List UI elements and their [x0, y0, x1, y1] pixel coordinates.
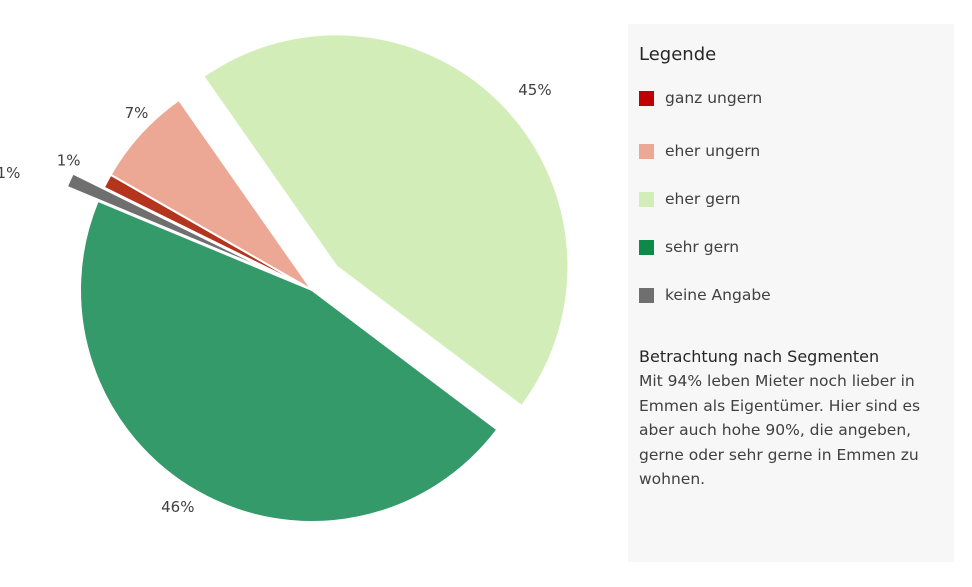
pie-label-ganz-ungern: 1%	[57, 152, 81, 170]
legend-swatch	[639, 191, 654, 207]
legend-item-sehr-gern: sehr gern	[639, 235, 954, 259]
pie-slices	[65, 33, 570, 523]
pie-label-keine-angabe: 1%	[0, 164, 20, 182]
legend-swatch	[639, 287, 654, 303]
note-title: Betrachtung nach Segmenten	[639, 347, 880, 366]
pie-label-sehr-gern: 46%	[161, 498, 194, 516]
legend-label: eher ungern	[665, 142, 761, 160]
pie-slice-sehr-gern	[79, 199, 499, 523]
pie-slice-keine-angabe	[65, 172, 282, 277]
legend-item-ganz-ungern: ganz ungern	[639, 86, 954, 110]
pie-label-eher-ungern: 7%	[125, 104, 149, 122]
legend-panel: Legende ganz ungern eher ungern eher ger…	[628, 24, 954, 562]
pie-label-eher-gern: 45%	[518, 81, 551, 99]
legend-list: ganz ungern eher ungern eher gern sehr g…	[639, 86, 954, 307]
legend-swatch	[639, 239, 654, 255]
legend-label: keine Angabe	[665, 286, 771, 304]
legend-item-keine-angabe: keine Angabe	[639, 283, 954, 307]
segment-note: Betrachtung nach Segmenten Mit 94% leben…	[639, 345, 954, 492]
legend-swatch	[639, 143, 654, 159]
legend-swatch	[639, 90, 654, 106]
legend-item-eher-gern: eher gern	[639, 187, 954, 211]
legend-label: eher gern	[665, 190, 741, 208]
legend-title: Legende	[639, 44, 717, 65]
pie-slice-eher-ungern	[109, 98, 313, 291]
pie-slice-eher-gern	[201, 33, 570, 408]
legend-label: sehr gern	[665, 238, 740, 256]
legend-label: ganz ungern	[665, 89, 763, 107]
legend-item-eher-ungern: eher ungern	[639, 139, 954, 163]
pie-labels: 45% 46% 1% 1% 7%	[0, 81, 552, 516]
pie-chart: 45% 46% 1% 1% 7%	[0, 33, 570, 523]
note-text: Mit 94% leben Mieter noch lieber in Emme…	[639, 372, 921, 488]
